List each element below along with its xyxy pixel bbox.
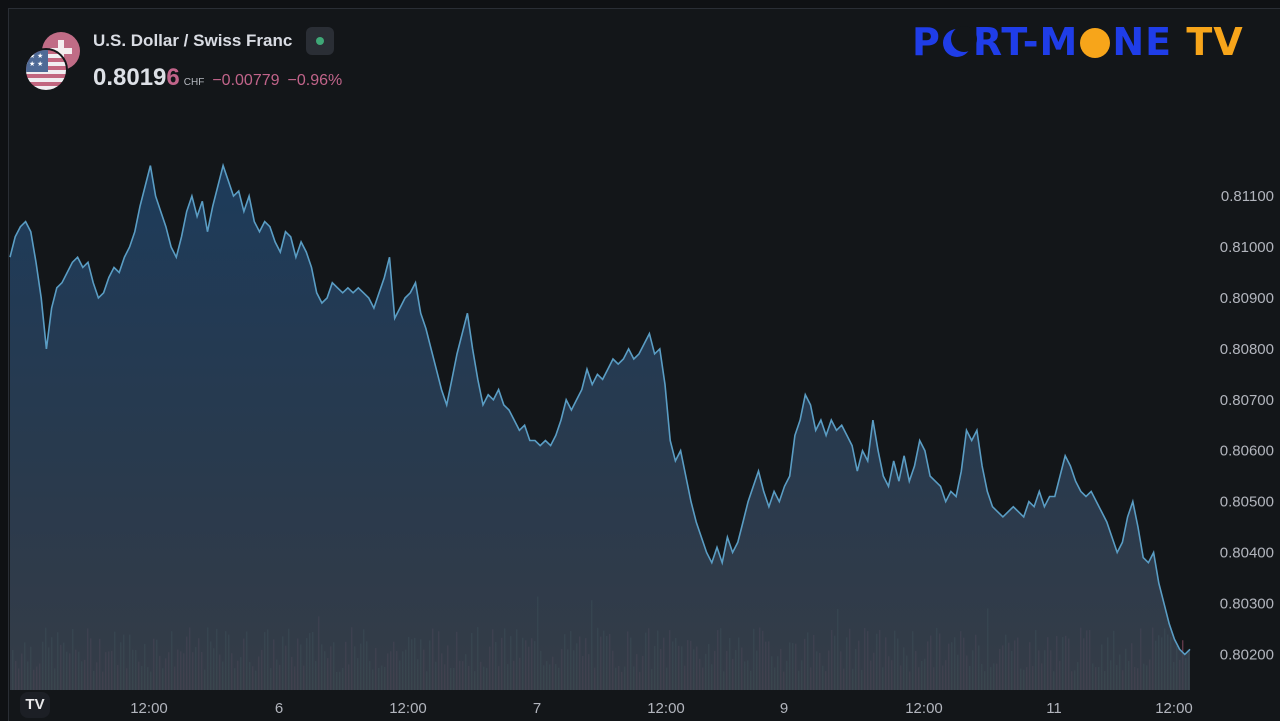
y-tick-label: 0.80600: [1220, 443, 1274, 460]
currency-label: CHF: [183, 77, 205, 88]
sun-icon: [1080, 28, 1111, 58]
x-tick-label: 12:00: [389, 700, 427, 717]
x-axis: 12:00 6 12:00 7 12:00 9 12:00 11 12:00: [130, 700, 1193, 717]
y-tick-label: 0.80400: [1220, 545, 1274, 562]
x-tick-label: 7: [533, 700, 541, 717]
price-row: 0.80196 CHF −0.00779 −0.96%: [93, 64, 342, 92]
price-area-fill: [10, 165, 1190, 691]
moon-icon: [942, 26, 977, 57]
y-tick-label: 0.80900: [1220, 290, 1274, 307]
x-tick-label: 12:00: [905, 700, 943, 717]
y-tick-label: 0.81100: [1221, 188, 1274, 205]
y-tick-label: 0.80200: [1220, 646, 1274, 663]
port-mone-tv-logo: P RT-M NE TV: [912, 20, 1244, 64]
y-axis: 0.81100 0.81000 0.80900 0.80800 0.80700 0.806…: [1220, 188, 1274, 663]
x-tick-label: 12:00: [647, 700, 685, 717]
x-tick-label: 12:00: [130, 700, 168, 717]
y-tick-label: 0.81000: [1220, 239, 1274, 256]
x-tick-label: 6: [275, 700, 283, 717]
tradingview-logo-icon[interactable]: TV: [20, 692, 50, 718]
price-series-line: [9, 162, 1191, 656]
symbol-name[interactable]: U.S. Dollar / Swiss Franc: [93, 31, 293, 50]
y-tick-label: 0.80500: [1220, 494, 1274, 511]
y-tick-label: 0.80300: [1220, 595, 1274, 612]
y-tick-label: 0.80700: [1220, 392, 1274, 409]
market-status-indicator[interactable]: [306, 27, 334, 55]
us-flag-icon: ★ ★ ★ ★: [24, 48, 68, 92]
symbol-header: ★ ★ ★ ★ U.S. Dollar / Swiss Franc 0.80196 C…: [24, 27, 444, 100]
x-tick-label: 9: [780, 700, 788, 717]
x-tick-label: 11: [1046, 700, 1062, 717]
price-change-absolute: −0.00779: [212, 72, 280, 89]
x-tick-label: 12:00: [1155, 700, 1193, 717]
last-price: 0.80196: [93, 64, 180, 91]
price-change-percent: −0.96%: [287, 72, 343, 89]
y-tick-label: 0.80800: [1220, 341, 1274, 358]
market-open-dot-icon: [316, 37, 324, 45]
